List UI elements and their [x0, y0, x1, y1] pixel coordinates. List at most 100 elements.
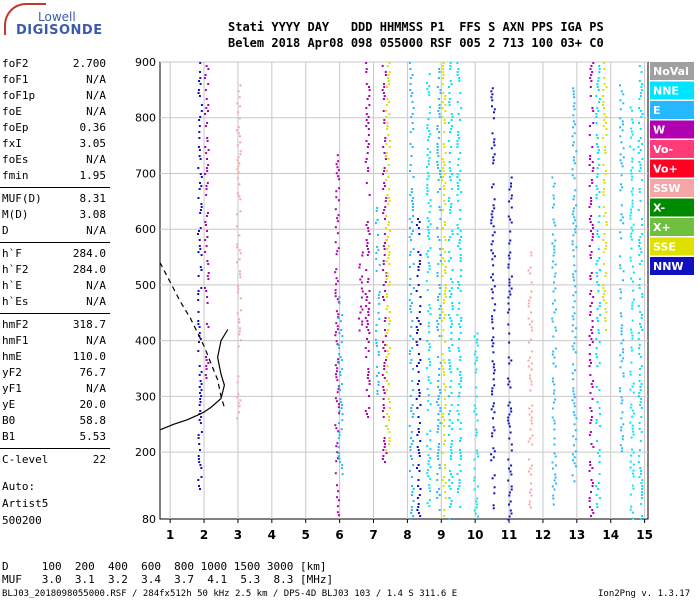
echo-dot — [491, 93, 494, 96]
echo-dot — [340, 341, 343, 344]
echo-dot — [375, 257, 378, 260]
echo-dot — [493, 486, 496, 489]
echo-dot — [552, 494, 555, 497]
echo-dot — [428, 157, 431, 160]
echo-dot — [385, 278, 388, 280]
echo-dot — [366, 338, 369, 340]
echo-dot — [388, 101, 391, 103]
echo-dot — [339, 461, 342, 464]
echo-dot — [334, 295, 337, 298]
echo-dot — [383, 122, 386, 124]
echo-dot — [200, 371, 203, 373]
echo-dot — [409, 227, 411, 229]
echo-dot — [552, 392, 555, 395]
echo-dot — [622, 351, 625, 354]
echo-dot — [358, 263, 361, 266]
echo-dot — [459, 170, 462, 172]
echo-dot — [574, 336, 577, 339]
echo-dot — [591, 170, 594, 172]
echo-dot — [619, 366, 622, 369]
echo-dot — [574, 351, 577, 354]
echo-dot — [364, 161, 367, 163]
echo-dot — [205, 323, 208, 325]
echo-dot — [597, 482, 600, 484]
echo-dot — [596, 260, 599, 262]
echo-dot — [553, 221, 556, 224]
echo-dot — [376, 245, 379, 248]
echo-dot — [437, 179, 440, 181]
echo-dot — [605, 86, 608, 88]
echo-dot — [631, 118, 634, 121]
echo-dot — [552, 218, 555, 221]
echo-dot — [529, 389, 532, 392]
param-row: yF2 76.7 — [2, 366, 106, 380]
echo-dot — [638, 245, 640, 247]
echo-dot — [460, 107, 463, 109]
echo-dot — [415, 290, 418, 292]
echo-dot — [427, 400, 430, 403]
echo-dot — [510, 512, 513, 515]
artist-label: Artist5 — [2, 497, 49, 510]
echo-dot — [572, 459, 574, 462]
echo-dot — [510, 473, 513, 476]
echo-dot — [551, 377, 554, 380]
x-tick-label: 7 — [369, 528, 377, 542]
param-value: N/A — [86, 295, 106, 308]
echo-dot — [457, 308, 460, 310]
echo-dot — [438, 104, 441, 106]
echo-dot — [510, 359, 513, 362]
echo-dot — [629, 421, 632, 424]
echo-dot — [436, 143, 439, 145]
echo-dot — [450, 338, 453, 340]
echo-dot — [552, 290, 555, 293]
echo-dot — [456, 101, 459, 103]
echo-dot — [199, 182, 201, 184]
echo-dot — [509, 470, 512, 473]
echo-dot — [411, 416, 414, 418]
echo-dot — [368, 380, 371, 382]
echo-dot — [205, 194, 208, 196]
echo-dot — [592, 512, 595, 514]
echo-dot — [591, 161, 594, 163]
echo-dot — [459, 437, 462, 439]
echo-dot — [207, 362, 210, 364]
echo-dot — [507, 404, 510, 407]
echo-dot — [638, 287, 641, 289]
param-name: foEs — [2, 153, 29, 166]
echo-dot — [596, 281, 599, 283]
echo-dot — [384, 71, 387, 73]
echo-dot — [571, 324, 574, 327]
echo-dot — [553, 281, 555, 284]
echo-dot — [508, 380, 511, 383]
echo-dot — [385, 371, 388, 373]
echo-dot — [492, 351, 495, 354]
echo-dot — [551, 233, 554, 236]
echo-dot — [410, 437, 412, 439]
echo-dot — [361, 254, 364, 257]
echo-dot — [427, 322, 430, 325]
echo-dot — [475, 386, 478, 389]
echo-dot — [239, 276, 242, 279]
echo-dot — [595, 386, 598, 388]
echo-dot — [239, 198, 242, 201]
echo-dot — [630, 346, 633, 349]
echo-dot — [619, 387, 622, 390]
echo-dot — [597, 452, 599, 454]
echo-dot — [510, 407, 512, 410]
echo-dot — [388, 401, 391, 403]
echo-dot — [409, 254, 412, 256]
echo-dot — [387, 419, 390, 421]
echo-dot — [451, 476, 454, 478]
echo-dot — [459, 332, 462, 334]
echo-dot — [571, 315, 574, 318]
echo-dot — [554, 224, 557, 227]
echo-dot — [632, 280, 634, 283]
echo-dot — [429, 205, 432, 208]
echo-dot — [457, 413, 460, 415]
echo-dot — [450, 443, 453, 445]
echo-dot — [439, 260, 442, 262]
echo-dot — [458, 383, 461, 385]
echo-dot — [638, 344, 641, 346]
echo-dot — [443, 443, 445, 445]
echo-dot — [639, 263, 641, 265]
